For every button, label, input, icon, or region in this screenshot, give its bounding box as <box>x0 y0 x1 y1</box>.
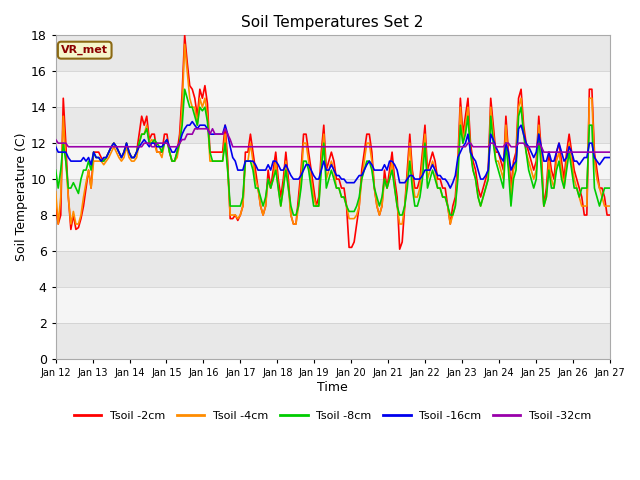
Bar <box>56 323 610 359</box>
Legend: Tsoil -2cm, Tsoil -4cm, Tsoil -8cm, Tsoil -16cm, Tsoil -32cm: Tsoil -2cm, Tsoil -4cm, Tsoil -8cm, Tsoi… <box>69 407 596 425</box>
Bar <box>56 215 610 251</box>
Bar <box>56 287 610 323</box>
Bar <box>56 107 610 143</box>
Bar <box>56 36 610 71</box>
Bar <box>56 143 610 179</box>
Bar <box>56 179 610 215</box>
Text: VR_met: VR_met <box>61 45 108 55</box>
Bar <box>56 251 610 287</box>
X-axis label: Time: Time <box>317 381 348 394</box>
Y-axis label: Soil Temperature (C): Soil Temperature (C) <box>15 133 28 261</box>
Bar <box>56 71 610 107</box>
Title: Soil Temperatures Set 2: Soil Temperatures Set 2 <box>241 15 424 30</box>
